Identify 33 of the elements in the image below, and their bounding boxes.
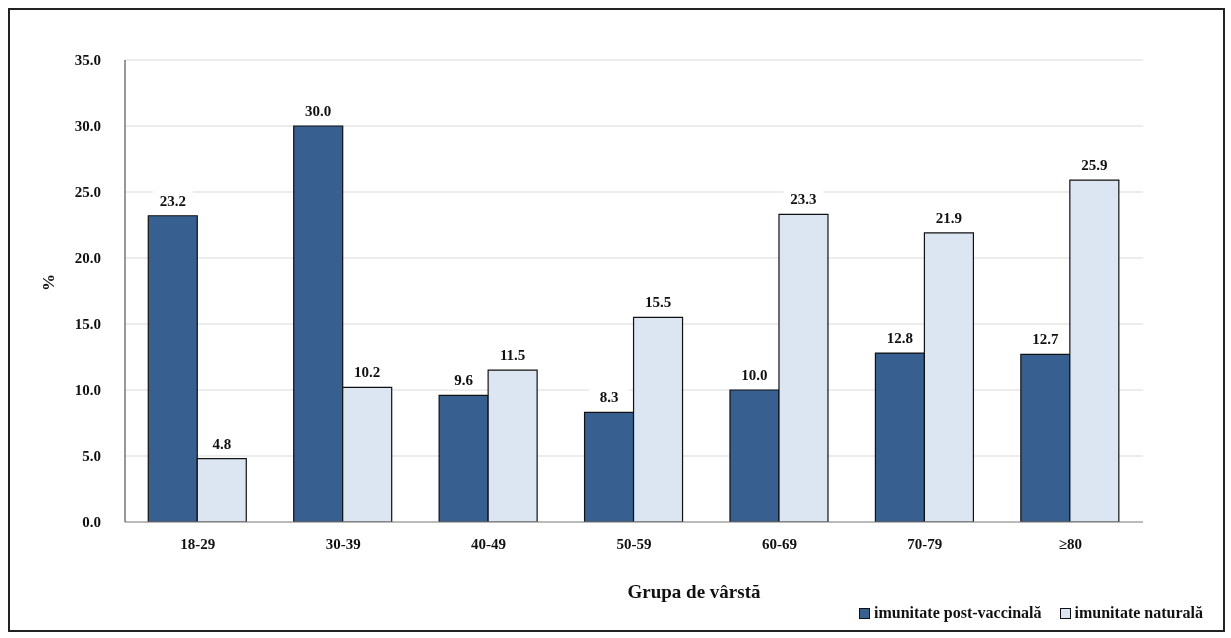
legend-label: imunitate naturală	[1073, 604, 1203, 622]
y-tick-label: 0.0	[82, 514, 101, 531]
data-label: 12.7	[1032, 331, 1059, 348]
x-tick-label: ≥80	[1058, 535, 1082, 552]
y-tick-label: 30.0	[74, 118, 101, 135]
data-label: 23.2	[159, 192, 186, 209]
x-tick-label: 70-79	[907, 535, 943, 552]
y-axis-title: %	[39, 274, 59, 291]
y-tick-label: 25.0	[74, 184, 101, 201]
data-label: 8.3	[599, 389, 619, 406]
legend-label: imunitate post-vaccinală	[873, 604, 1042, 622]
data-label: 4.8	[212, 435, 232, 452]
x-tick-label: 18-29	[180, 535, 216, 552]
data-label: 11.5	[499, 347, 526, 364]
data-label: 10.0	[741, 367, 768, 383]
data-label: 30.0	[305, 103, 332, 119]
y-tick-label: 5.0	[82, 448, 101, 465]
x-tick-label: 60-69	[761, 535, 797, 552]
data-label: 15.5	[644, 294, 672, 311]
x-tick-label: 30-39	[325, 535, 361, 552]
data-label: 9.6	[454, 372, 474, 389]
data-label: 10.2	[354, 364, 381, 381]
y-tick-label: 15.0	[74, 316, 101, 333]
x-axis-title: Grupa de vârstă	[627, 581, 761, 602]
data-label: 25.9	[1081, 157, 1108, 174]
data-label: 23.3	[790, 191, 817, 208]
y-tick-label: 35.0	[74, 52, 101, 69]
x-tick-label: 40-49	[471, 535, 507, 552]
y-tick-label: 10.0	[74, 382, 101, 399]
y-tick-label: 20.0	[74, 250, 101, 267]
x-tick-label: 50-59	[616, 535, 652, 552]
data-label: 21.9	[935, 209, 963, 226]
data-label: 12.8	[886, 330, 914, 347]
